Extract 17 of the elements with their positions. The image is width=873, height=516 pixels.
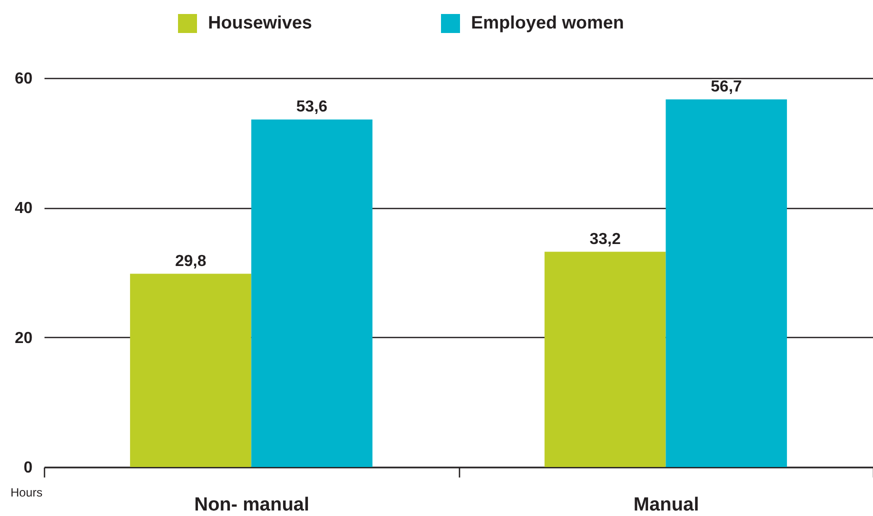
bar — [544, 252, 666, 467]
legend-label: Housewives — [208, 12, 312, 32]
y-tick-label: 60 — [14, 70, 33, 88]
data-label: 29,8 — [175, 252, 206, 270]
data-label: 56,7 — [710, 78, 742, 96]
y-tick-label: 40 — [14, 200, 33, 218]
bar — [666, 99, 787, 467]
y-axis-title: Hours — [10, 486, 43, 500]
legend-label: Employed women — [471, 12, 624, 32]
bar — [130, 274, 252, 467]
bar — [251, 119, 372, 467]
y-tick-label: 20 — [14, 330, 33, 347]
x-tick-label: Non- manual — [194, 494, 310, 516]
data-label: 33,2 — [590, 230, 621, 248]
y-tick-label: 0 — [24, 460, 33, 476]
x-tick-label: Manual — [634, 494, 699, 516]
data-label: 53,6 — [296, 98, 328, 116]
